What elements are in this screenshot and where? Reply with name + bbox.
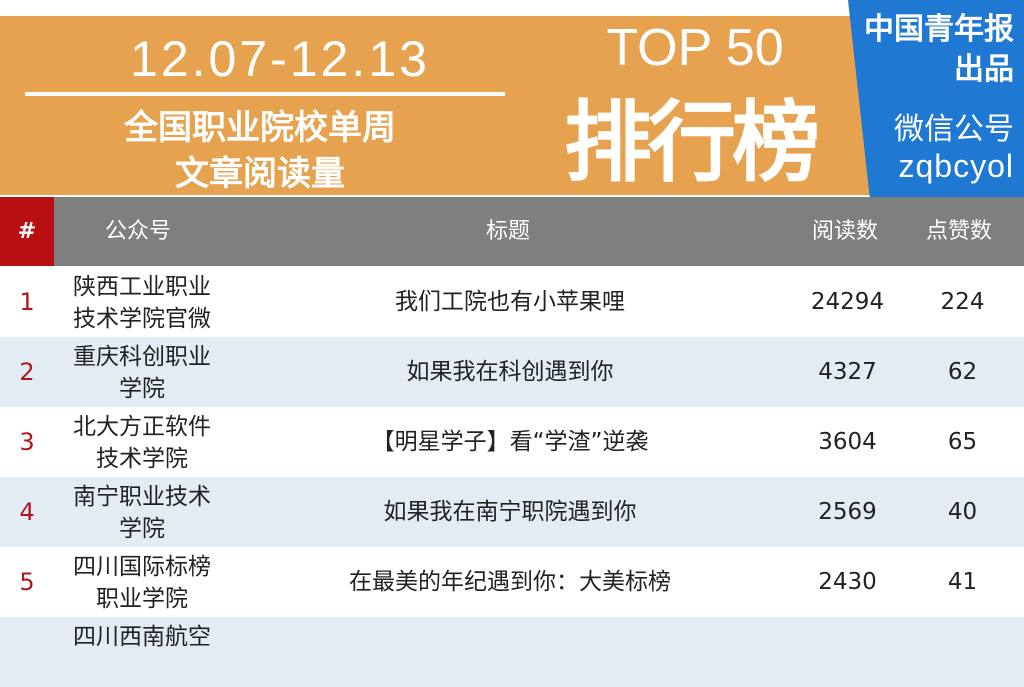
account-cell: 重庆科创职业学院 — [73, 344, 211, 402]
rank-cell: 1 — [19, 288, 35, 316]
account-cell: 北大方正软件技术学院 — [73, 414, 211, 472]
title-cell: 在最美的年纪遇到你：大美标榜 — [349, 569, 671, 595]
wechat-label: 微信公号 — [894, 112, 1014, 147]
table-header: # 公众号 标题 阅读数 点赞数 — [0, 197, 1024, 266]
reads-cell: 4327 — [818, 359, 877, 385]
table-row: 2 重庆科创职业学院 如果我在科创遇到你 4327 62 — [0, 337, 1024, 407]
table-row: 3 北大方正软件技术学院 【明星学子】看“学渣”逆袭 3604 65 — [0, 407, 1024, 477]
rank-cell: 2 — [19, 358, 35, 386]
header-title: 标题 — [486, 219, 531, 244]
wechat-id: zqbcyol — [898, 148, 1014, 184]
title-cell: 【明星学子】看“学渣”逆袭 — [371, 429, 649, 455]
table-row: 5 四川国际标榜职业学院 在最美的年纪遇到你：大美标榜 2430 41 — [0, 547, 1024, 617]
account-cell: 南宁职业技术学院 — [73, 484, 211, 542]
title-cell: 如果我在南宁职院遇到你 — [383, 499, 637, 525]
top-label: TOP 50 — [606, 19, 784, 77]
title-cell: 我们工院也有小苹果哩 — [395, 289, 625, 315]
header-likes: 点赞数 — [926, 219, 993, 244]
table-row: 四川西南航空 — [0, 617, 1024, 687]
reads-cell: 2430 — [818, 569, 877, 595]
reads-cell: 3604 — [818, 429, 877, 455]
publisher-name: 中国青年报 — [864, 12, 1014, 47]
publisher-badge: 中国青年报 出品 微信公号 zqbcyol — [848, 0, 1024, 200]
likes-cell: 224 — [940, 289, 985, 315]
likes-cell: 62 — [947, 359, 978, 385]
header-rank: # — [0, 197, 54, 266]
reads-cell: 24294 — [810, 289, 885, 315]
subtitle-line2: 文章阅读量 — [175, 154, 345, 194]
reads-cell: 2569 — [818, 499, 877, 525]
account-cell: 四川西南航空 — [73, 624, 211, 650]
top-strip — [0, 0, 1024, 16]
rank-cell: 4 — [19, 498, 35, 526]
likes-cell: 65 — [947, 429, 978, 455]
likes-cell: 41 — [947, 569, 978, 595]
header-account: 公众号 — [105, 219, 172, 244]
subtitle-line1: 全国职业院校单周 — [124, 108, 396, 148]
table-row: 1 陕西工业职业技术学院官微 我们工院也有小苹果哩 24294 224 — [0, 267, 1024, 337]
title-cell: 如果我在科创遇到你 — [406, 359, 614, 385]
publisher-produced: 出品 — [954, 52, 1014, 87]
likes-cell: 40 — [947, 499, 978, 525]
table-row: 4 南宁职业技术学院 如果我在南宁职院遇到你 2569 40 — [0, 477, 1024, 547]
date-range: 12.07-12.13 — [130, 31, 430, 87]
rank-cell: 5 — [19, 568, 35, 596]
account-cell: 四川国际标榜职业学院 — [73, 554, 211, 612]
divider — [25, 92, 505, 96]
account-cell: 陕西工业职业技术学院官微 — [73, 274, 211, 332]
rank-title: 排行榜 — [563, 91, 820, 194]
rank-cell: 3 — [19, 428, 35, 456]
header-reads: 阅读数 — [812, 219, 879, 244]
